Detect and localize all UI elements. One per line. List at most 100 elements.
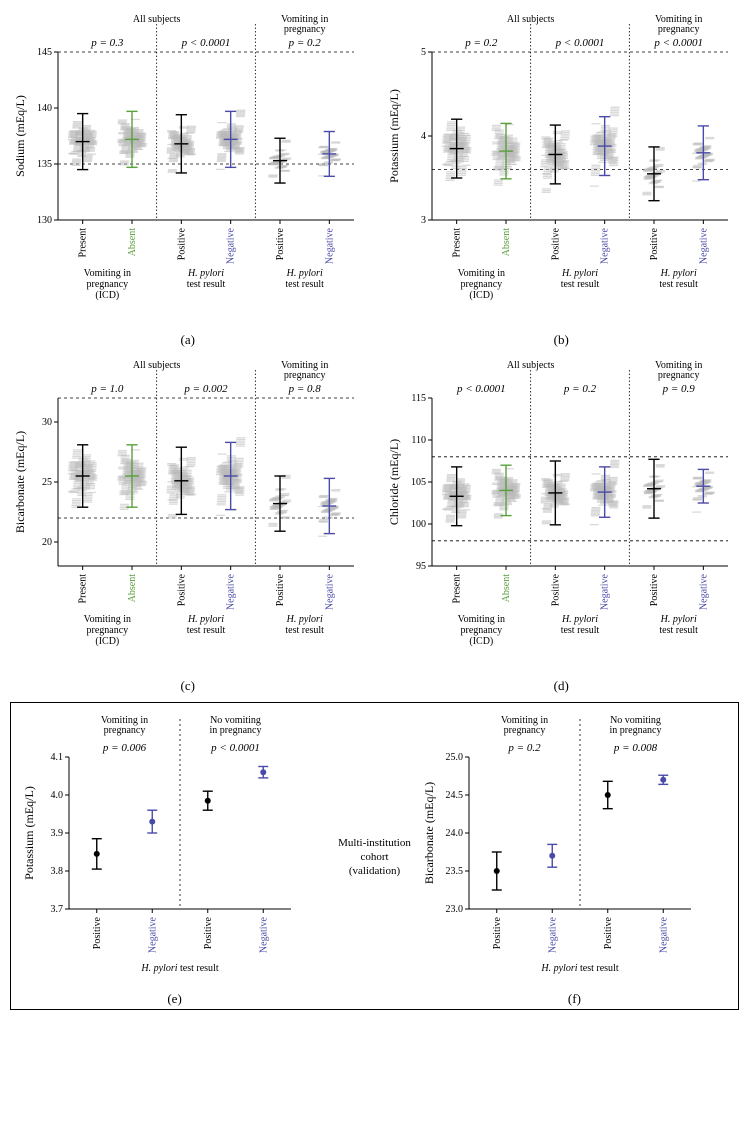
- svg-text:110: 110: [411, 435, 426, 446]
- svg-text:All subjects: All subjects: [506, 360, 554, 371]
- svg-text:p < 0.0001: p < 0.0001: [653, 37, 703, 49]
- svg-text:Potassium (mEq/L): Potassium (mEq/L): [387, 89, 401, 183]
- svg-text:p = 0.8: p = 0.8: [288, 383, 322, 395]
- svg-text:Positive: Positive: [649, 227, 660, 260]
- svg-text:H. pylori test result: H. pylori test result: [140, 963, 218, 974]
- svg-text:Positive: Positive: [492, 916, 503, 949]
- svg-text:3.7: 3.7: [51, 904, 64, 915]
- svg-text:Vomiting inpregnancy: Vomiting inpregnancy: [101, 715, 148, 736]
- svg-text:20: 20: [42, 537, 52, 548]
- svg-text:Negative: Negative: [658, 916, 669, 953]
- svg-text:25: 25: [42, 477, 52, 488]
- panel-c: 20 25 30 Bicarbonate (mEq/L) All subjects Vom…: [10, 356, 366, 694]
- svg-text:30: 30: [42, 417, 52, 428]
- svg-text:Positive: Positive: [275, 573, 286, 606]
- svg-text:Negative: Negative: [226, 227, 237, 264]
- svg-text:p < 0.0001: p < 0.0001: [181, 37, 231, 49]
- svg-text:Potassium (mEq/L): Potassium (mEq/L): [22, 786, 36, 880]
- svg-text:23.5: 23.5: [445, 866, 463, 877]
- svg-text:H. pyloritest result: H. pyloritest result: [285, 268, 324, 290]
- svg-text:Vomiting inpregnancy: Vomiting inpregnancy: [501, 715, 548, 736]
- svg-text:No vomitingin pregnancy: No vomitingin pregnancy: [609, 715, 661, 736]
- svg-text:All subjects: All subjects: [133, 360, 181, 371]
- svg-text:p = 0.2: p = 0.2: [507, 742, 541, 754]
- svg-text:p = 0.002: p = 0.002: [183, 383, 228, 395]
- svg-text:Vomiting inpregnancy(ICD): Vomiting inpregnancy(ICD): [84, 614, 131, 647]
- svg-text:Vomiting inpregnancy(ICD): Vomiting inpregnancy(ICD): [457, 268, 504, 301]
- panel-b: 3 4 5 Potassium (mEq/L) All subjects Vomiting…: [384, 10, 740, 348]
- svg-text:p = 0.2: p = 0.2: [288, 37, 322, 49]
- svg-text:Negative: Negative: [599, 573, 610, 610]
- svg-text:130: 130: [37, 215, 52, 226]
- svg-text:p = 0.2: p = 0.2: [464, 37, 498, 49]
- svg-text:Vomiting inpregnancy: Vomiting inpregnancy: [281, 14, 328, 35]
- svg-text:Positive: Positive: [203, 916, 214, 949]
- panel-d: 95100105110115Chloride (mEq/L)All subjec…: [384, 356, 740, 694]
- svg-text:Bicarbonate (mEq/L): Bicarbonate (mEq/L): [422, 782, 436, 884]
- svg-text:5: 5: [421, 47, 426, 58]
- svg-text:3: 3: [421, 215, 426, 226]
- svg-text:Absent: Absent: [127, 228, 138, 257]
- svg-text:All subjects: All subjects: [506, 14, 554, 25]
- svg-text:Vomiting inpregnancy: Vomiting inpregnancy: [655, 360, 702, 381]
- svg-text:p = 1.0: p = 1.0: [90, 383, 124, 395]
- svg-text:Absent: Absent: [501, 228, 512, 257]
- svg-text:4.1: 4.1: [51, 752, 64, 763]
- svg-text:105: 105: [411, 477, 426, 488]
- svg-text:135: 135: [37, 159, 52, 170]
- svg-text:p = 0.9: p = 0.9: [661, 383, 695, 395]
- svg-text:H. pyloritest result: H. pyloritest result: [659, 268, 698, 290]
- svg-text:Positive: Positive: [649, 573, 660, 606]
- svg-text:115: 115: [411, 393, 426, 404]
- svg-text:H. pyloritest result: H. pyloritest result: [187, 268, 226, 290]
- panel-label-b: (b): [384, 332, 740, 348]
- svg-text:Vomiting inpregnancy(ICD): Vomiting inpregnancy(ICD): [457, 614, 504, 647]
- svg-text:Positive: Positive: [176, 573, 187, 606]
- svg-text:H. pylori test result: H. pylori test result: [540, 963, 618, 974]
- validation-note: Multi-institutioncohort(validation): [338, 837, 411, 878]
- svg-text:H. pyloritest result: H. pyloritest result: [285, 614, 324, 636]
- svg-text:145: 145: [37, 47, 52, 58]
- svg-text:Present: Present: [451, 228, 462, 258]
- svg-text:Negative: Negative: [147, 916, 158, 953]
- panel-label-d: (d): [384, 678, 740, 694]
- svg-text:No vomitingin pregnancy: No vomitingin pregnancy: [210, 715, 262, 736]
- panel-label-a: (a): [10, 332, 366, 348]
- svg-text:Chloride (mEq/L): Chloride (mEq/L): [387, 439, 401, 525]
- svg-text:25.0: 25.0: [445, 752, 463, 763]
- svg-text:H. pyloritest result: H. pyloritest result: [560, 268, 599, 290]
- validation-box: 3.7 3.8 3.9 4.0 4.1 Potassium (mEq/L) Vomiting…: [10, 702, 739, 1010]
- svg-text:4.0: 4.0: [51, 790, 64, 801]
- svg-text:H. pyloritest result: H. pyloritest result: [659, 614, 698, 636]
- svg-text:Negative: Negative: [698, 573, 709, 610]
- svg-text:Absent: Absent: [501, 574, 512, 603]
- svg-text:H. pyloritest result: H. pyloritest result: [187, 614, 226, 636]
- svg-text:p = 0.006: p = 0.006: [102, 742, 147, 754]
- svg-text:24.5: 24.5: [445, 790, 463, 801]
- panel-e: 3.7 3.8 3.9 4.0 4.1 Potassium (mEq/L) Vomiting…: [17, 709, 332, 1007]
- svg-text:Negative: Negative: [258, 916, 269, 953]
- svg-text:Positive: Positive: [550, 573, 561, 606]
- svg-text:Absent: Absent: [127, 574, 138, 603]
- svg-text:H. pyloritest result: H. pyloritest result: [560, 614, 599, 636]
- panel-label-e: (e): [17, 991, 332, 1007]
- svg-text:Positive: Positive: [176, 227, 187, 260]
- svg-text:Positive: Positive: [603, 916, 614, 949]
- svg-text:Negative: Negative: [547, 916, 558, 953]
- svg-text:p < 0.0001: p < 0.0001: [554, 37, 604, 49]
- svg-text:Present: Present: [451, 574, 462, 604]
- svg-text:Positive: Positive: [92, 916, 103, 949]
- svg-text:24.0: 24.0: [445, 828, 463, 839]
- svg-text:Vomiting inpregnancy(ICD): Vomiting inpregnancy(ICD): [84, 268, 131, 301]
- svg-text:p < 0.0001: p < 0.0001: [210, 742, 260, 754]
- svg-text:Negative: Negative: [698, 227, 709, 264]
- svg-text:100: 100: [411, 519, 426, 530]
- panel-label-c: (c): [10, 678, 366, 694]
- svg-text:Vomiting inpregnancy: Vomiting inpregnancy: [281, 360, 328, 381]
- svg-text:3.9: 3.9: [51, 828, 64, 839]
- svg-text:Present: Present: [78, 574, 89, 604]
- svg-text:Negative: Negative: [226, 573, 237, 610]
- svg-text:4: 4: [421, 131, 426, 142]
- svg-text:3.8: 3.8: [51, 866, 64, 877]
- svg-text:Bicarbonate (mEq/L): Bicarbonate (mEq/L): [13, 431, 27, 533]
